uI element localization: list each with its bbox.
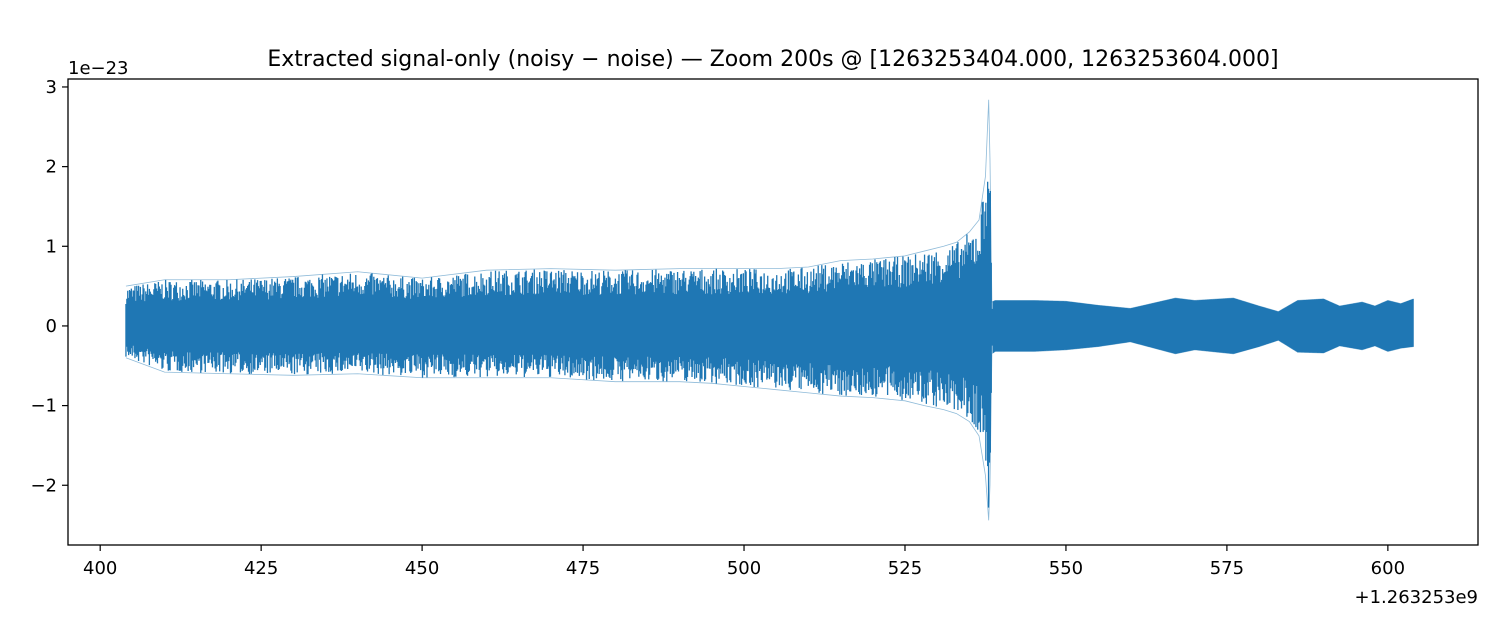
x-tick-label: 525 (888, 558, 922, 579)
chart-title: Extracted signal-only (noisy − noise) — … (267, 47, 1278, 72)
signal-trace (125, 99, 1414, 521)
y-tick-label: 3 (46, 77, 57, 98)
x-offset-label: +1.263253e9 (1355, 587, 1479, 608)
y-tick-label: 0 (46, 316, 57, 337)
y-tick-label: 1 (46, 236, 57, 257)
x-tick-label: 400 (83, 558, 117, 579)
x-tick-label: 600 (1371, 558, 1405, 579)
y-tick-label: −1 (30, 396, 57, 417)
x-tick-label: 550 (1049, 558, 1083, 579)
plot-frame (67, 78, 1479, 546)
signal-line (125, 181, 1414, 508)
x-tick-label: 450 (405, 558, 439, 579)
signal-lower-envelope (125, 339, 1414, 521)
signal-upper-envelope (125, 99, 1414, 313)
x-tick-label: 500 (727, 558, 761, 579)
y-axis: −2 −1 0 1 2 3 (30, 77, 68, 496)
y-tick-label: 2 (46, 157, 57, 178)
x-axis: 400 425 450 475 500 525 550 575 600 (83, 545, 1405, 579)
y-tick-label: −2 (30, 475, 57, 496)
y-scale-label: 1e−23 (68, 58, 129, 79)
x-tick-label: 425 (244, 558, 278, 579)
x-tick-label: 475 (566, 558, 600, 579)
x-tick-label: 575 (1210, 558, 1244, 579)
